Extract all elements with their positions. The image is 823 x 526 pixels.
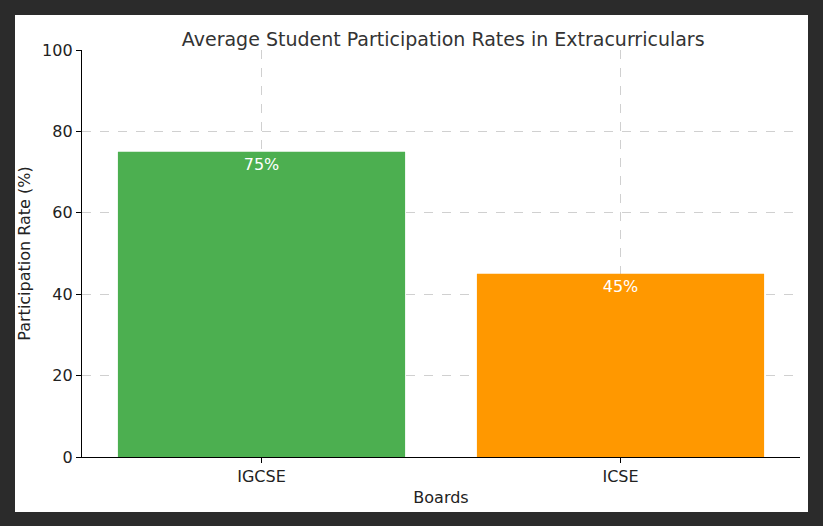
svg-text:Boards: Boards [413,488,468,507]
svg-text:75%: 75% [244,155,280,174]
svg-text:40: 40 [52,285,72,304]
svg-text:0: 0 [62,448,72,467]
svg-text:IGCSE: IGCSE [237,467,286,486]
svg-text:ICSE: ICSE [602,467,638,486]
svg-text:60: 60 [52,203,72,222]
svg-text:Average Student Participation: Average Student Participation Rates in E… [182,28,705,50]
svg-text:20: 20 [52,366,72,385]
svg-text:80: 80 [52,122,72,141]
svg-text:45%: 45% [603,277,639,296]
svg-text:100: 100 [42,41,73,60]
svg-text:Participation Rate (%): Participation Rate (%) [15,166,34,340]
